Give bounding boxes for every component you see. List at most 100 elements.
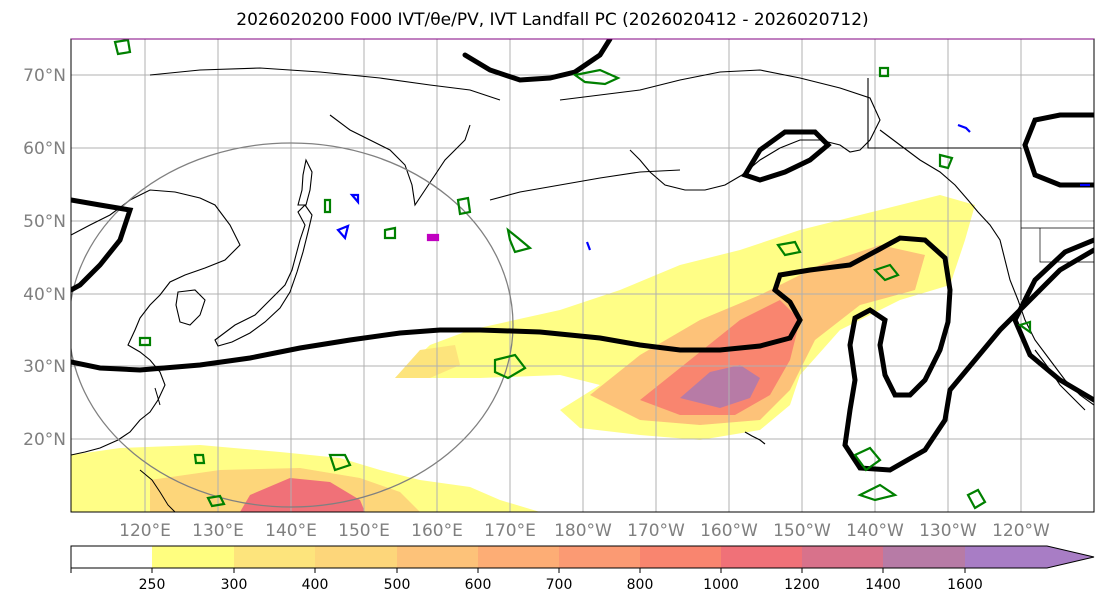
- lon-label-160e: 160°E: [411, 521, 463, 541]
- colorbar-segment-500: [397, 546, 478, 568]
- lon-label-180w: 180°W: [554, 521, 612, 541]
- colorbar-segment-1200: [802, 546, 883, 568]
- pv-contour-2: [572, 68, 621, 86]
- lon-label-120w: 120°W: [992, 521, 1050, 541]
- graticule: [71, 39, 1094, 512]
- pv-contour-5: [493, 353, 527, 380]
- colorbar-tick-400: 400: [302, 577, 329, 593]
- pv-contour-3: [456, 196, 472, 216]
- colorbar-segment-700: [559, 546, 640, 568]
- theta-e-contour-se: [1012, 237, 1094, 403]
- colorbar-segment-1600: [965, 546, 1047, 568]
- colorbar-tick-1400: 1400: [865, 577, 901, 593]
- pv-contour-14: [138, 336, 152, 347]
- pv-contour-7: [872, 263, 900, 282]
- colorbar-tick-1000: 1000: [703, 577, 739, 593]
- lat-label-30: 30°N: [23, 357, 66, 377]
- lon-label-160w: 160°W: [700, 521, 758, 541]
- pv-contour-16: [383, 226, 397, 240]
- colorbar-ticks: [70, 568, 966, 573]
- colorbar-tick-800: 800: [627, 577, 654, 593]
- colorbar-tick-1600: 1600: [947, 577, 983, 593]
- lon-label-150e: 150°E: [338, 521, 390, 541]
- pv-contour-15: [323, 198, 332, 214]
- pv-contour-13: [193, 453, 206, 465]
- colorbar: 250 300 400 500 600 700 800 1000 1200 14…: [70, 545, 1095, 593]
- coast-kamchatka: [329, 114, 471, 207]
- coast-philippines: [139, 469, 176, 512]
- ivt-field-plume-core: [680, 365, 760, 408]
- pv-contours: [113, 39, 1032, 510]
- lat-label-70: 70°N: [23, 66, 66, 86]
- pv-contour-19: [878, 66, 890, 78]
- colorbar-tick-1200: 1200: [784, 577, 820, 593]
- pv-other-contours: [336, 123, 1090, 251]
- ivt-field-west: [395, 345, 460, 378]
- coast-siberia: [149, 67, 501, 101]
- pv-contour-9: [857, 483, 898, 502]
- pv-contour-17: [938, 153, 954, 170]
- pv-contour-8: [853, 446, 882, 472]
- ivt-shading: [71, 195, 975, 512]
- longitude-labels: 120°E 130°E 140°E 150°E 160°E 170°E 180°…: [119, 521, 1050, 541]
- colorbar-tick-700: 700: [546, 577, 573, 593]
- colorbar-segment-under: [71, 546, 152, 568]
- lat-label-20: 20°N: [23, 430, 66, 450]
- lon-label-140w: 140°W: [846, 521, 904, 541]
- border-canada-us: [867, 78, 1021, 149]
- pv-contour-18: [1017, 320, 1032, 335]
- pv-blue-3: [585, 241, 592, 251]
- coast-sakhalin: [297, 158, 313, 206]
- lon-label-120e: 120°E: [119, 521, 171, 541]
- theta-e-contours: [71, 39, 1094, 473]
- pv-magenta-1: [426, 233, 440, 242]
- coast-aleutians: [489, 169, 681, 201]
- pv-blue-2: [349, 193, 360, 205]
- colorbar-segment-1000: [721, 546, 802, 568]
- coast-alaska: [559, 69, 881, 191]
- coast-taiwan: [154, 387, 161, 406]
- coast-asia: [71, 189, 241, 456]
- colorbar-segment-1400: [883, 546, 965, 568]
- colorbar-tick-600: 600: [465, 577, 492, 593]
- theta-e-contour-main: [71, 235, 1094, 473]
- lon-label-170e: 170°E: [484, 521, 536, 541]
- coast-japan: [214, 204, 313, 347]
- lon-label-130e: 130°E: [192, 521, 244, 541]
- lon-label-170w: 170°W: [627, 521, 685, 541]
- colorbar-segment-600: [478, 546, 559, 568]
- lat-label-60: 60°N: [23, 139, 66, 159]
- lat-label-50: 50°N: [23, 212, 66, 232]
- colorbar-tick-500: 500: [384, 577, 411, 593]
- colorbar-extend-arrow: [1047, 546, 1094, 568]
- colorbar-tick-300: 300: [221, 577, 248, 593]
- colorbar-segment-800: [640, 546, 721, 568]
- lon-label-150w: 150°W: [773, 521, 831, 541]
- plot-title: 2026020200 F000 IVT/θe/PV, IVT Landfall …: [236, 10, 869, 30]
- lat-label-40: 40°N: [23, 285, 66, 305]
- theta-e-contour-ne: [1022, 112, 1094, 188]
- coast-na-west: [879, 129, 1094, 406]
- ivt-field-plume-inner: [640, 300, 800, 415]
- coast-korea: [175, 289, 206, 326]
- pv-contour-4: [506, 227, 533, 254]
- latitude-labels: 70°N 60°N 50°N 40°N 30°N 20°N: [23, 66, 66, 450]
- colorbar-tick-250: 250: [139, 577, 166, 593]
- theta-e-contour-alaska: [741, 129, 832, 183]
- landfall-pc-circle: [71, 142, 514, 508]
- pv-contour-11: [328, 453, 352, 472]
- theta-e-contour-west: [71, 197, 134, 293]
- colorbar-segment-400: [315, 546, 397, 568]
- pv-contour-6: [776, 240, 802, 257]
- colorbar-outline: [70, 545, 1095, 569]
- coast-baja: [1034, 349, 1086, 411]
- coast-hawaii: [744, 431, 766, 445]
- pv-contour-12: [206, 494, 226, 508]
- pv-contour-10: [966, 488, 987, 510]
- pv-contour-1: [113, 39, 132, 56]
- theta-e-contour-north: [462, 39, 613, 83]
- lon-label-140e: 140°E: [265, 521, 317, 541]
- colorbar-segment-300: [234, 546, 315, 568]
- pv-blue-1: [336, 224, 350, 241]
